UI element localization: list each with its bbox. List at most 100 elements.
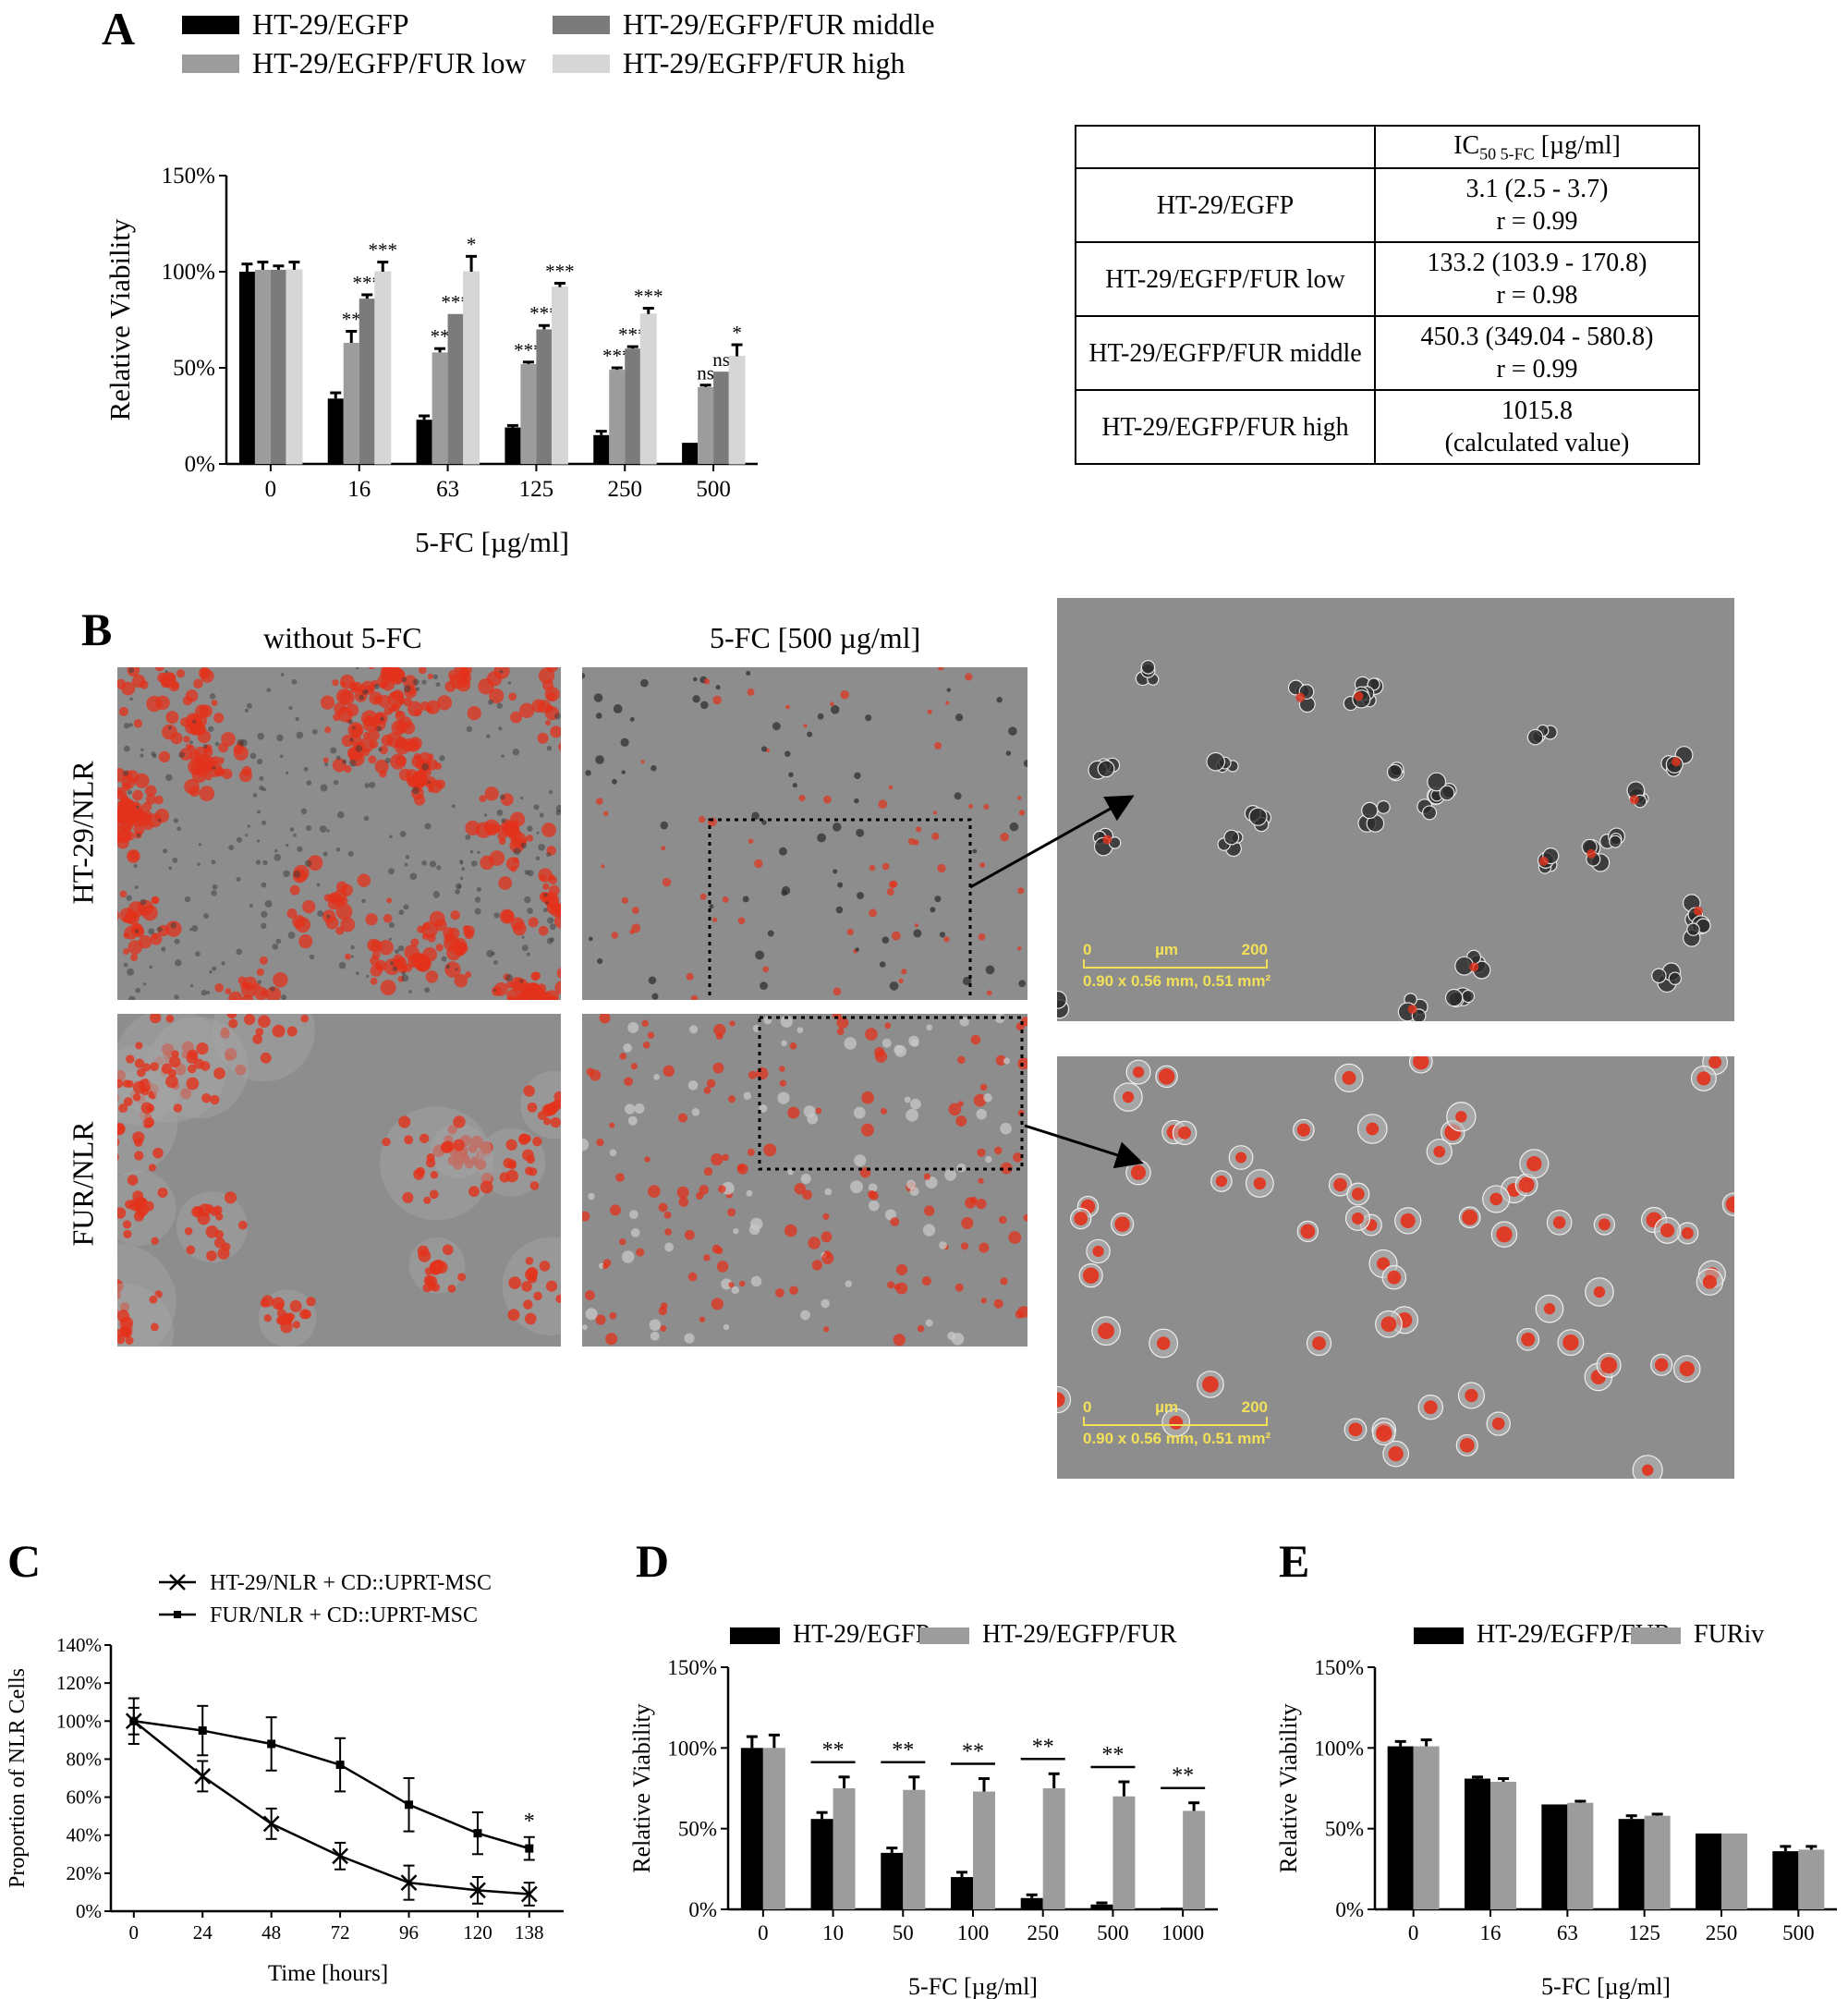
cell bbox=[894, 1284, 901, 1290]
cell bbox=[684, 1333, 695, 1344]
cell bbox=[527, 908, 534, 914]
cell bbox=[135, 987, 141, 993]
cell bbox=[743, 1091, 752, 1100]
cell bbox=[133, 800, 140, 808]
cell bbox=[513, 847, 521, 856]
cell bbox=[1082, 1267, 1100, 1284]
cell bbox=[149, 965, 152, 969]
bar bbox=[1696, 1833, 1721, 1909]
cell bbox=[1407, 1005, 1417, 1015]
cell bbox=[545, 900, 549, 905]
cell bbox=[1693, 906, 1703, 916]
cell bbox=[389, 835, 393, 839]
cell bbox=[363, 815, 370, 822]
cell bbox=[134, 929, 140, 933]
cell bbox=[937, 863, 946, 873]
cell bbox=[687, 1080, 699, 1091]
cell bbox=[435, 682, 441, 688]
cell bbox=[973, 1093, 987, 1107]
cell bbox=[648, 1185, 661, 1198]
y-tick-label: 0% bbox=[76, 1900, 102, 1922]
cell bbox=[498, 876, 513, 890]
cell bbox=[388, 937, 392, 941]
cell bbox=[523, 1299, 533, 1310]
cell bbox=[140, 1102, 153, 1115]
cell bbox=[650, 1331, 660, 1341]
cell bbox=[582, 1211, 590, 1222]
cell bbox=[619, 1053, 627, 1060]
cell bbox=[178, 751, 185, 759]
cell bbox=[1708, 1056, 1722, 1069]
cell bbox=[292, 1321, 300, 1329]
micrograph-ht29-without-5fc bbox=[117, 667, 561, 1000]
cell bbox=[553, 913, 561, 929]
cell bbox=[368, 667, 375, 670]
cell bbox=[486, 734, 491, 738]
cell bbox=[703, 1254, 711, 1262]
ic50-r: r = 0.99 bbox=[1496, 355, 1578, 384]
cell bbox=[586, 1067, 595, 1077]
cell bbox=[338, 689, 355, 706]
cell bbox=[1333, 1177, 1347, 1192]
cell bbox=[588, 936, 593, 942]
cell bbox=[499, 794, 505, 800]
cell bbox=[1380, 1316, 1397, 1333]
cell bbox=[1696, 1071, 1711, 1086]
cell bbox=[759, 1104, 768, 1113]
cell bbox=[199, 786, 215, 802]
cell bbox=[455, 968, 458, 971]
cell bbox=[336, 811, 345, 819]
ic50-row: HT-29/EGFP/FUR high 1015.8 (calculated va… bbox=[1075, 389, 1700, 465]
cell bbox=[1057, 990, 1067, 1009]
cell bbox=[222, 1242, 231, 1251]
cell bbox=[264, 899, 273, 908]
cell bbox=[548, 790, 553, 795]
cell bbox=[186, 1052, 199, 1065]
column-label-with-5fc: 5-FC [500 µg/ml] bbox=[710, 621, 921, 654]
cell bbox=[117, 1328, 123, 1339]
y-tick-label: 50% bbox=[173, 356, 215, 381]
legend-swatch bbox=[730, 1627, 780, 1644]
cell bbox=[201, 990, 208, 996]
cell bbox=[459, 876, 464, 881]
cell bbox=[943, 936, 950, 943]
cell bbox=[384, 757, 391, 763]
cell bbox=[186, 1245, 196, 1255]
cell bbox=[188, 744, 196, 752]
bar bbox=[1541, 1804, 1568, 1909]
cell bbox=[543, 998, 553, 1000]
cell bbox=[1248, 807, 1268, 826]
cell bbox=[623, 1043, 632, 1053]
cell bbox=[280, 673, 285, 677]
cell bbox=[244, 708, 249, 713]
cell bbox=[325, 916, 339, 930]
cell bbox=[824, 1188, 833, 1196]
cell bbox=[412, 678, 419, 686]
cell bbox=[183, 736, 190, 743]
cell bbox=[221, 961, 225, 966]
y-tick-label: 100% bbox=[162, 260, 215, 285]
point-marker-square bbox=[267, 1739, 276, 1749]
y-tick-label: 60% bbox=[67, 1786, 103, 1809]
x-tick-label: 250 bbox=[608, 477, 643, 502]
cell bbox=[979, 1083, 988, 1091]
cell bbox=[214, 741, 220, 747]
cell bbox=[595, 1314, 606, 1325]
ic50-row: HT-29/EGFP/FUR middle 450.3 (349.04 - 58… bbox=[1075, 315, 1700, 392]
ic50-r: (calculated value) bbox=[1444, 429, 1630, 458]
cell bbox=[206, 990, 211, 994]
cell bbox=[492, 988, 497, 993]
cell bbox=[595, 755, 604, 764]
bar bbox=[973, 1791, 995, 1909]
cell bbox=[191, 925, 199, 932]
cell bbox=[335, 755, 341, 761]
legend-a-fur-middle: HT-29/EGFP/FUR middle bbox=[553, 7, 935, 42]
cell bbox=[326, 829, 330, 833]
cell bbox=[164, 670, 168, 674]
cell bbox=[123, 1097, 133, 1107]
cell bbox=[137, 1067, 146, 1078]
cell bbox=[1235, 1152, 1247, 1164]
cell bbox=[602, 811, 609, 817]
cell bbox=[521, 1281, 532, 1292]
micrograph-fur-with-5fc bbox=[582, 1014, 1027, 1347]
